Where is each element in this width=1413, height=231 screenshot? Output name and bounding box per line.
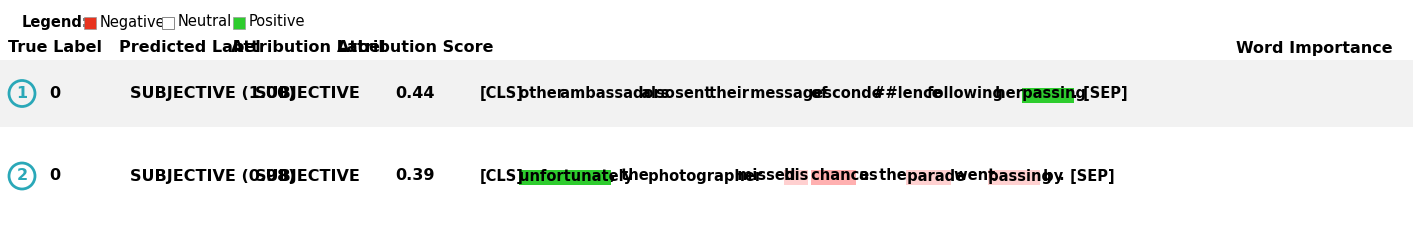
Text: 0: 0 [49,86,61,101]
Text: passing: passing [1017,86,1087,101]
FancyBboxPatch shape [83,17,96,29]
FancyBboxPatch shape [784,170,808,185]
Text: photographer: photographer [643,168,763,183]
Text: 0: 0 [49,168,61,183]
Text: Positive: Positive [249,15,305,30]
Text: condo: condo [827,86,882,101]
Text: [SEP]: [SEP] [1078,86,1128,101]
FancyBboxPatch shape [811,170,856,185]
Text: following: following [923,86,1003,101]
FancyBboxPatch shape [519,170,612,185]
Text: ##lence: ##lence [868,86,941,101]
Text: her: her [991,86,1023,101]
FancyBboxPatch shape [988,170,1040,185]
Text: SUBJECTIVE: SUBJECTIVE [254,86,360,101]
Text: [SEP]: [SEP] [1065,168,1115,183]
Text: his: his [779,168,808,183]
Text: went: went [950,168,995,183]
Text: SUBJECTIVE (0.98): SUBJECTIVE (0.98) [130,168,295,183]
FancyBboxPatch shape [0,60,1413,127]
Text: [CLS]: [CLS] [480,168,524,183]
Text: 1: 1 [17,86,28,101]
Text: .: . [1058,168,1064,183]
Text: passing: passing [983,168,1053,183]
Text: messages: messages [745,86,832,101]
Text: their: their [705,86,749,101]
Text: .: . [1071,86,1077,101]
Text: Word Importance: Word Importance [1236,40,1393,55]
FancyBboxPatch shape [0,145,1413,207]
Text: the: the [616,168,649,183]
Text: parade: parade [901,168,965,183]
Text: by: by [1037,168,1063,183]
Text: Attribution Label: Attribution Label [230,40,386,55]
Text: chance: chance [807,168,869,183]
Text: 2: 2 [17,168,28,183]
Text: 0.44: 0.44 [396,86,435,101]
FancyBboxPatch shape [162,17,174,29]
Text: also: also [636,86,675,101]
Text: of: of [807,86,828,101]
Text: sent: sent [670,86,712,101]
Text: ambassadors: ambassadors [555,86,670,101]
Text: SUBJECTIVE: SUBJECTIVE [254,168,360,183]
Text: Negative: Negative [100,15,165,30]
Text: as: as [853,168,877,183]
FancyBboxPatch shape [1022,88,1074,103]
Text: Neutral: Neutral [178,15,232,30]
Text: [CLS]: [CLS] [480,86,524,101]
FancyBboxPatch shape [906,170,951,185]
Text: ,: , [609,168,615,183]
Text: missed: missed [732,168,796,183]
Text: the: the [875,168,907,183]
Text: Legend:: Legend: [23,15,89,30]
Text: Attribution Score: Attribution Score [336,40,493,55]
Text: Predicted Label: Predicted Label [119,40,261,55]
Text: SUBJECTIVE (1.00): SUBJECTIVE (1.00) [130,86,295,101]
Text: 0.39: 0.39 [396,168,435,183]
Text: other: other [514,86,564,101]
Text: unfortunately: unfortunately [514,168,633,183]
Text: True Label: True Label [8,40,102,55]
FancyBboxPatch shape [233,17,244,29]
